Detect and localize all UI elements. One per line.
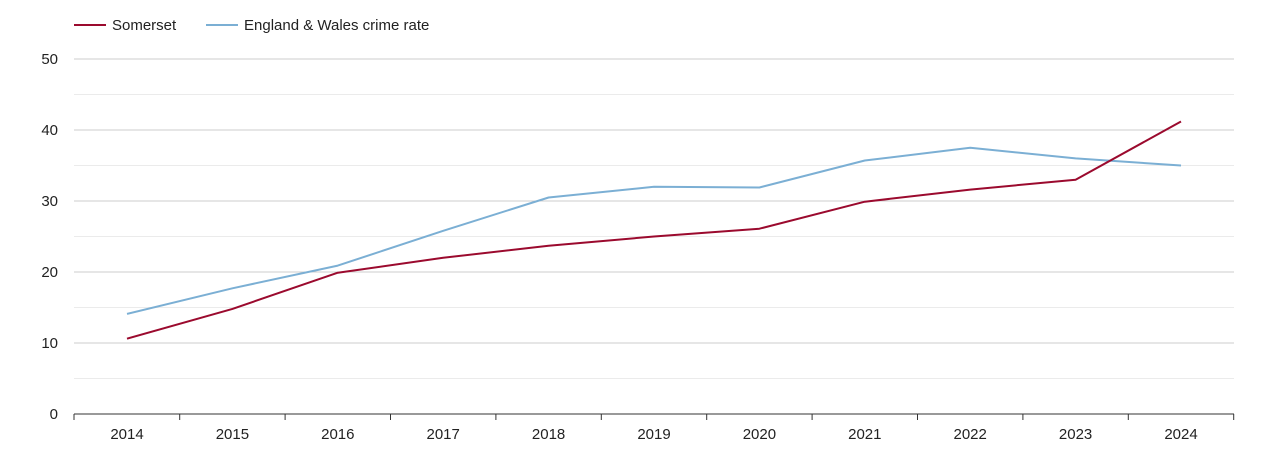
data-point-england-wales-crime-rate[interactable]: [546, 194, 552, 200]
legend-label-england-wales: England & Wales crime rate: [244, 17, 429, 34]
data-point-england-wales-crime-rate[interactable]: [440, 228, 446, 234]
series-lines: [124, 118, 1184, 342]
legend-item-england-wales[interactable]: England & Wales crime rate: [206, 17, 429, 34]
data-point-somerset[interactable]: [229, 306, 235, 312]
legend-item-somerset[interactable]: Somerset: [74, 17, 177, 34]
y-tick-label: 0: [50, 406, 58, 423]
data-point-england-wales-crime-rate[interactable]: [1178, 163, 1184, 169]
x-tick-label: 2019: [637, 426, 670, 443]
series-line-england-wales-crime-rate: [126, 146, 1182, 315]
data-point-england-wales-crime-rate[interactable]: [651, 184, 657, 190]
grid-lines: [74, 58, 1234, 379]
x-axis: 2014 2015 2016 2017 2018 2019 2020 2021 2022 2023…: [73, 413, 1235, 443]
y-tick-label: 20: [41, 264, 58, 281]
data-point-england-wales-crime-rate[interactable]: [1073, 155, 1079, 161]
y-tick-label: 30: [41, 193, 58, 210]
data-point-somerset[interactable]: [756, 226, 762, 232]
x-tick-label: 2023: [1059, 426, 1092, 443]
data-point-england-wales-crime-rate[interactable]: [756, 185, 762, 191]
x-tick-label: 2017: [427, 426, 460, 443]
data-point-somerset[interactable]: [862, 199, 868, 205]
y-tick-label: 10: [41, 335, 58, 352]
x-tick-label: 2021: [848, 426, 881, 443]
series-line-somerset: [126, 120, 1182, 340]
data-point-somerset[interactable]: [651, 234, 657, 240]
data-point-england-wales-crime-rate[interactable]: [229, 285, 235, 291]
x-tick-label: 2014: [110, 426, 143, 443]
x-tick-label: 2020: [743, 426, 776, 443]
data-point-england-wales-crime-rate[interactable]: [335, 263, 341, 269]
y-axis-tick-labels: 0 10 20 30 40 50: [41, 51, 58, 423]
data-point-somerset[interactable]: [440, 255, 446, 261]
legend-label-somerset: Somerset: [112, 17, 177, 34]
x-tick-label: 2024: [1164, 426, 1197, 443]
data-point-somerset[interactable]: [124, 336, 130, 342]
x-tick-label: 2016: [321, 426, 354, 443]
x-tick-label: 2022: [954, 426, 987, 443]
data-point-somerset[interactable]: [546, 243, 552, 249]
data-point-england-wales-crime-rate[interactable]: [124, 311, 130, 317]
y-tick-label: 50: [41, 51, 58, 68]
data-point-somerset[interactable]: [967, 187, 973, 193]
data-point-england-wales-crime-rate[interactable]: [967, 145, 973, 151]
x-tick-label: 2018: [532, 426, 565, 443]
x-tick-label: 2015: [216, 426, 249, 443]
y-tick-label: 40: [41, 122, 58, 139]
data-point-england-wales-crime-rate[interactable]: [862, 158, 868, 164]
data-point-somerset[interactable]: [1073, 177, 1079, 183]
data-point-somerset[interactable]: [335, 270, 341, 276]
data-point-somerset[interactable]: [1178, 118, 1184, 124]
legend: Somerset England & Wales crime rate: [74, 17, 429, 34]
